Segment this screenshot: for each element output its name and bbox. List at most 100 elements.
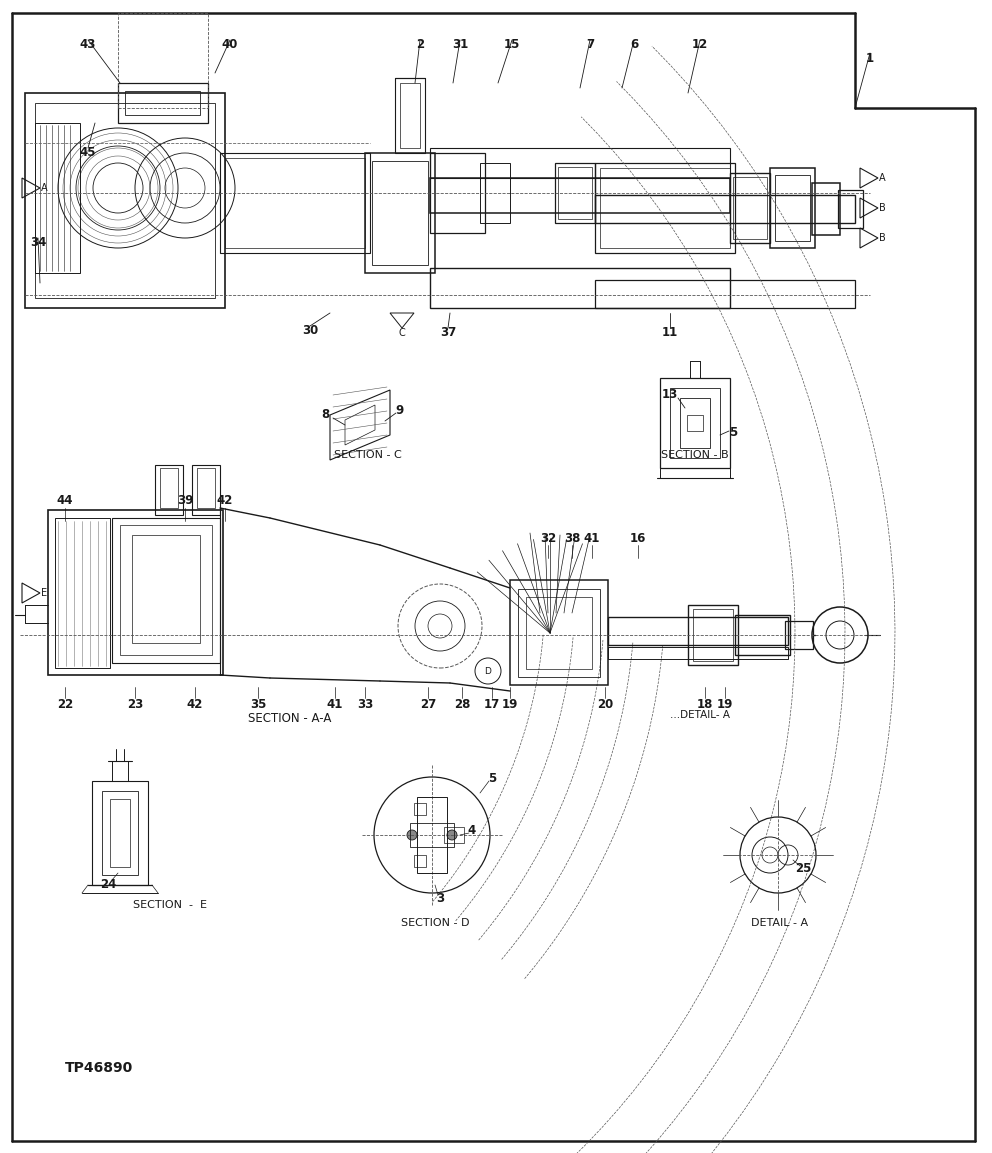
Text: SECTION - C: SECTION - C bbox=[334, 450, 402, 460]
Text: 8: 8 bbox=[320, 408, 329, 422]
Bar bbox=[480, 163, 510, 223]
Bar bbox=[670, 389, 720, 458]
Text: A: A bbox=[41, 183, 48, 193]
Text: 18: 18 bbox=[696, 699, 713, 711]
Text: 33: 33 bbox=[357, 699, 373, 711]
Bar bbox=[733, 178, 767, 239]
Text: A: A bbox=[879, 173, 885, 183]
Bar bbox=[225, 158, 365, 248]
Text: DETAIL - A: DETAIL - A bbox=[751, 918, 808, 928]
Text: 38: 38 bbox=[563, 532, 580, 544]
Bar bbox=[510, 580, 608, 685]
Bar bbox=[112, 518, 220, 663]
Bar bbox=[35, 103, 215, 297]
Bar bbox=[155, 465, 183, 515]
Text: B: B bbox=[879, 203, 886, 213]
Bar bbox=[785, 621, 813, 649]
Bar bbox=[110, 799, 130, 867]
Bar bbox=[595, 280, 855, 308]
Bar bbox=[555, 163, 595, 223]
Text: 40: 40 bbox=[222, 38, 238, 52]
Text: 39: 39 bbox=[177, 495, 193, 507]
Text: 43: 43 bbox=[79, 38, 96, 52]
Text: ...DETAIL- A: ...DETAIL- A bbox=[670, 710, 730, 719]
Text: 9: 9 bbox=[396, 405, 404, 417]
Text: E: E bbox=[41, 588, 47, 598]
Text: 4: 4 bbox=[468, 824, 476, 837]
Bar bbox=[688, 605, 738, 665]
Text: SECTION  -  E: SECTION - E bbox=[133, 900, 207, 910]
Bar bbox=[687, 415, 703, 431]
Text: 5: 5 bbox=[488, 771, 496, 784]
Text: 6: 6 bbox=[630, 38, 638, 52]
Bar bbox=[735, 615, 790, 655]
Bar bbox=[430, 153, 485, 233]
Bar bbox=[444, 827, 464, 843]
Text: 42: 42 bbox=[217, 495, 233, 507]
Text: 20: 20 bbox=[597, 699, 613, 711]
Bar bbox=[730, 173, 770, 243]
Bar bbox=[118, 83, 208, 123]
Bar bbox=[608, 617, 788, 645]
Bar bbox=[197, 468, 215, 508]
Text: 19: 19 bbox=[717, 699, 733, 711]
Bar bbox=[600, 168, 730, 248]
Text: 15: 15 bbox=[504, 38, 520, 52]
Bar bbox=[400, 83, 420, 148]
Bar bbox=[526, 597, 592, 669]
Text: 7: 7 bbox=[586, 38, 594, 52]
Bar bbox=[414, 856, 426, 867]
Text: 37: 37 bbox=[439, 326, 456, 339]
Bar bbox=[414, 802, 426, 815]
Bar bbox=[693, 609, 733, 661]
Bar bbox=[660, 378, 730, 468]
Bar bbox=[417, 797, 447, 873]
Text: B: B bbox=[879, 233, 886, 243]
Bar bbox=[118, 13, 208, 108]
Bar bbox=[120, 525, 212, 655]
Text: 12: 12 bbox=[691, 38, 708, 52]
Circle shape bbox=[407, 830, 417, 841]
Text: 45: 45 bbox=[79, 146, 96, 159]
Bar bbox=[558, 167, 592, 219]
Bar bbox=[192, 465, 220, 515]
Bar bbox=[372, 161, 428, 265]
Text: 30: 30 bbox=[302, 324, 318, 338]
Text: TP46890: TP46890 bbox=[65, 1061, 133, 1075]
Text: 13: 13 bbox=[662, 389, 679, 401]
Text: 31: 31 bbox=[452, 38, 468, 52]
Text: 44: 44 bbox=[57, 495, 73, 507]
Text: 34: 34 bbox=[30, 236, 47, 249]
Text: 23: 23 bbox=[127, 699, 143, 711]
Bar bbox=[430, 178, 730, 213]
Bar bbox=[410, 823, 454, 847]
Text: 17: 17 bbox=[484, 699, 500, 711]
Bar bbox=[812, 183, 840, 235]
Bar bbox=[395, 78, 425, 153]
Text: 16: 16 bbox=[630, 532, 646, 544]
Bar bbox=[132, 535, 200, 643]
Text: 41: 41 bbox=[584, 532, 600, 544]
Text: SECTION - D: SECTION - D bbox=[401, 918, 469, 928]
Text: 19: 19 bbox=[502, 699, 518, 711]
Text: 27: 27 bbox=[420, 699, 436, 711]
Bar bbox=[595, 163, 735, 253]
Bar bbox=[430, 267, 730, 308]
Text: 3: 3 bbox=[435, 892, 444, 905]
Bar bbox=[102, 791, 138, 875]
Circle shape bbox=[447, 830, 457, 841]
Text: 25: 25 bbox=[795, 861, 811, 874]
Bar bbox=[775, 175, 810, 241]
Bar bbox=[160, 468, 178, 508]
Bar bbox=[92, 781, 148, 886]
Bar bbox=[25, 93, 225, 308]
Bar bbox=[770, 168, 815, 248]
Bar bbox=[125, 91, 200, 115]
Text: 22: 22 bbox=[57, 699, 73, 711]
Text: 42: 42 bbox=[186, 699, 203, 711]
Bar bbox=[55, 518, 110, 668]
Bar bbox=[220, 153, 370, 253]
Text: 2: 2 bbox=[416, 38, 424, 52]
Text: 35: 35 bbox=[250, 699, 266, 711]
Text: D: D bbox=[484, 666, 491, 676]
